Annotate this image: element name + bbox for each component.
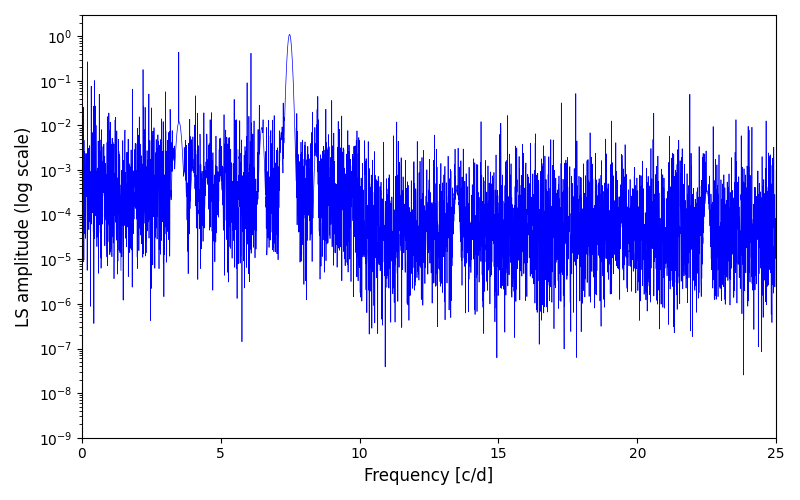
X-axis label: Frequency [c/d]: Frequency [c/d] (364, 467, 494, 485)
Y-axis label: LS amplitude (log scale): LS amplitude (log scale) (15, 126, 33, 326)
